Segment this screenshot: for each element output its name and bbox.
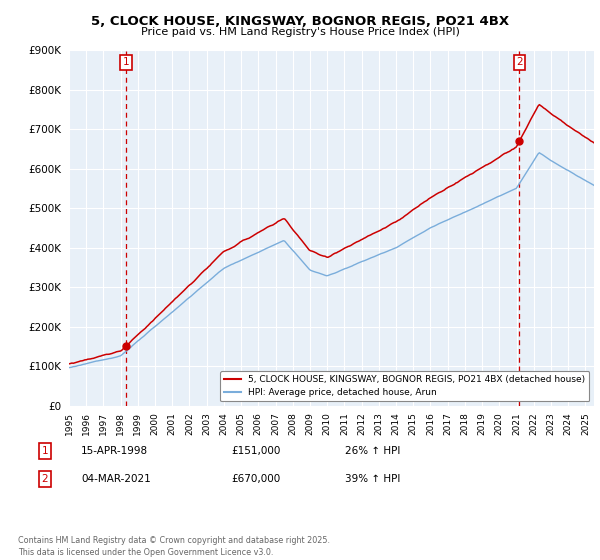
Text: 5, CLOCK HOUSE, KINGSWAY, BOGNOR REGIS, PO21 4BX: 5, CLOCK HOUSE, KINGSWAY, BOGNOR REGIS, … — [91, 15, 509, 27]
Text: 15-APR-1998: 15-APR-1998 — [81, 446, 148, 456]
Text: 2: 2 — [41, 474, 49, 484]
Text: 2: 2 — [516, 57, 523, 67]
Text: Contains HM Land Registry data © Crown copyright and database right 2025.
This d: Contains HM Land Registry data © Crown c… — [18, 536, 330, 557]
Text: Price paid vs. HM Land Registry's House Price Index (HPI): Price paid vs. HM Land Registry's House … — [140, 27, 460, 37]
Text: 1: 1 — [41, 446, 49, 456]
Legend: 5, CLOCK HOUSE, KINGSWAY, BOGNOR REGIS, PO21 4BX (detached house), HPI: Average : 5, CLOCK HOUSE, KINGSWAY, BOGNOR REGIS, … — [220, 371, 589, 402]
Text: 39% ↑ HPI: 39% ↑ HPI — [345, 474, 400, 484]
Text: £670,000: £670,000 — [231, 474, 280, 484]
Text: £151,000: £151,000 — [231, 446, 280, 456]
Text: 1: 1 — [122, 57, 129, 67]
Text: 26% ↑ HPI: 26% ↑ HPI — [345, 446, 400, 456]
Text: 04-MAR-2021: 04-MAR-2021 — [81, 474, 151, 484]
